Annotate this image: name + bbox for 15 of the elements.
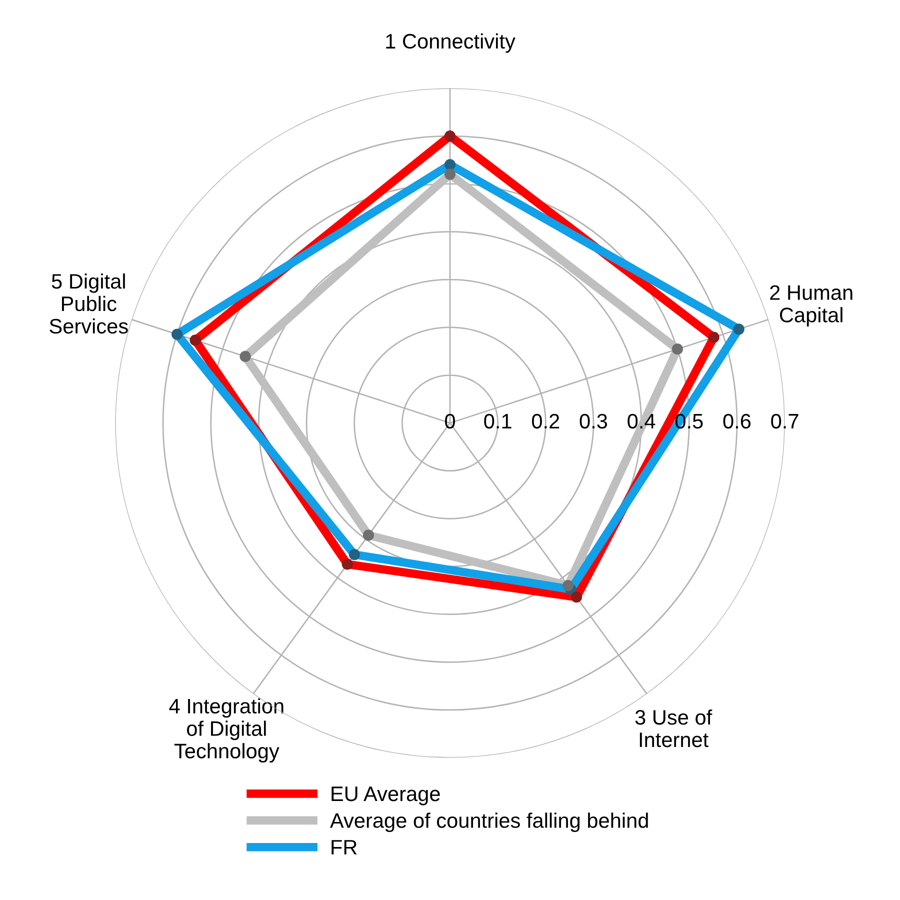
spoke-label: 1 Connectivity <box>386 33 516 53</box>
y-tick-label: 0.4 <box>628 414 656 429</box>
legend-label: FR <box>332 840 357 854</box>
legend-label: EU Average <box>332 786 440 806</box>
y-tick-label: 0.1 <box>484 414 512 429</box>
y-tick-label: 0.3 <box>580 414 608 429</box>
spoke-label: 2 Human Capital <box>770 285 852 327</box>
legend-label: Average of countries falling behind <box>330 812 648 832</box>
y-tick-label: 0.2 <box>532 414 560 429</box>
spoke-label: 4 Integration of Digital Technology <box>169 698 284 763</box>
spoke-label: 5 Digital Public Services <box>50 273 128 334</box>
y-tick-label: 0.7 <box>771 414 798 429</box>
y-tick-label: 0 <box>445 414 455 429</box>
spoke-label: 3 Use of Internet <box>635 709 712 748</box>
y-tick-label: 0.6 <box>723 414 751 429</box>
